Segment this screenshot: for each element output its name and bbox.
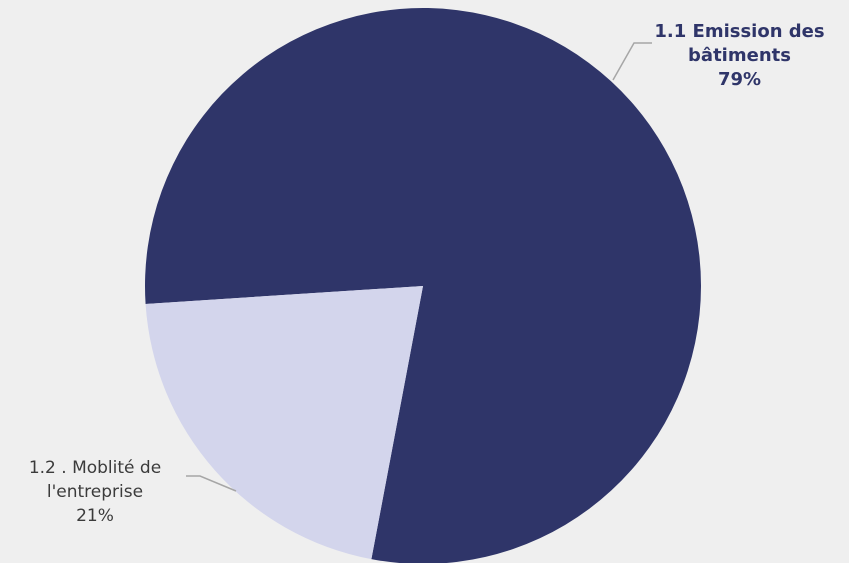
slice-label-mobility-line1: 1.2 . Moblité de bbox=[28, 458, 162, 478]
slice-percent-mobility: 21% bbox=[76, 506, 114, 526]
pie-slice-buildings bbox=[145, 8, 701, 563]
slice-label-mobility-line2: l'entreprise bbox=[46, 482, 144, 502]
leader-line-mobility bbox=[186, 475, 237, 492]
slice-label-buildings-line2: bâtiments bbox=[688, 45, 791, 66]
slice-percent-buildings: 79% bbox=[717, 69, 762, 90]
slice-label-buildings: 1.1 Emission des bâtiments 79% bbox=[630, 20, 849, 92]
leader-line-buildings bbox=[612, 42, 652, 81]
pie-slice-mobility bbox=[145, 286, 423, 560]
slice-label-mobility: 1.2 . Moblité de l'entreprise 21% bbox=[0, 456, 190, 528]
slice-label-buildings-line1: 1.1 Emission des bbox=[654, 21, 825, 42]
